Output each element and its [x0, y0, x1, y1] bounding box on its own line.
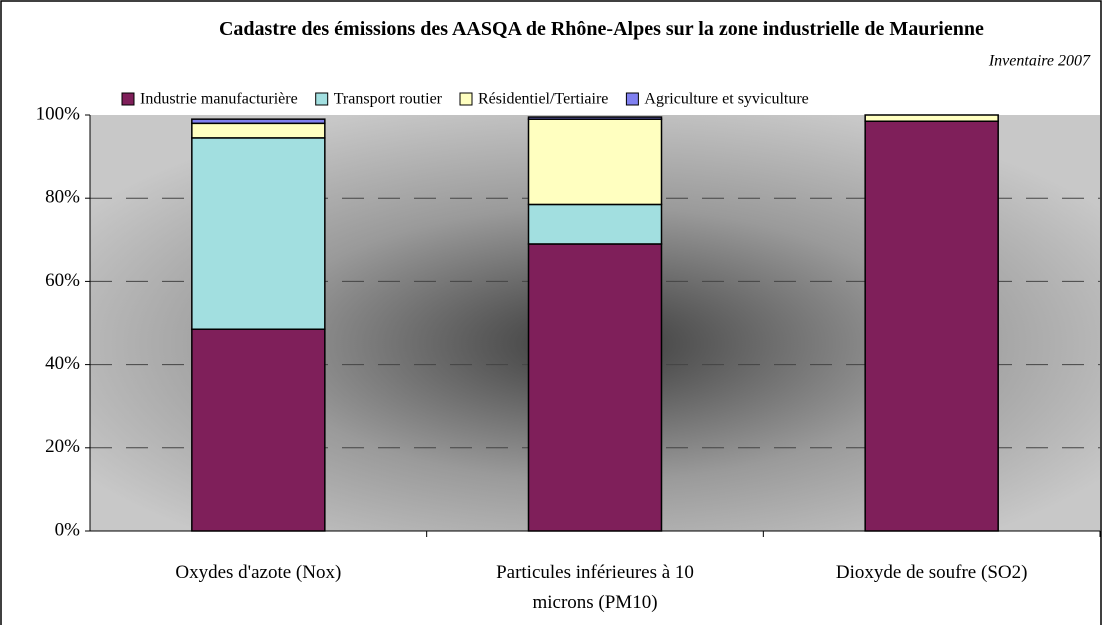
chart-title: Cadastre des émissions des AASQA de Rhôn… [219, 18, 984, 40]
bar-segment [864, 114, 999, 122]
legend-label: Transport routier [334, 91, 443, 108]
bar-segment [191, 328, 326, 532]
x-tick-label: Dioxyde de soufre (SO2) [836, 562, 1028, 583]
y-tick-label: 80% [45, 187, 80, 208]
bar-segment [191, 118, 326, 125]
y-tick-label: 20% [45, 436, 80, 457]
bar-segment [191, 122, 326, 139]
y-tick-label: 40% [45, 353, 80, 374]
x-tick-label: Particules inférieures à 10 microns (PM10… [496, 562, 694, 613]
y-tick-label: 100% [36, 103, 81, 124]
legend-swatch [459, 92, 473, 106]
legend-label: Industrie manufacturière [140, 91, 298, 108]
y-tick-label: 0% [55, 519, 81, 540]
legend-swatch [625, 92, 639, 106]
bar-segment [527, 203, 663, 245]
y-tick-label: 60% [45, 270, 80, 291]
legend-label: Agriculture et syviculture [644, 91, 808, 108]
bar-segment [527, 118, 663, 206]
bar-segment [864, 120, 999, 532]
legend-swatch [315, 92, 329, 106]
x-tick-label: Oxydes d'azote (Nox) [175, 562, 341, 583]
legend-label: Résidentiel/Tertiaire [478, 91, 608, 108]
legend-swatch [121, 92, 135, 106]
bar-segment [527, 116, 663, 120]
bar-segment [191, 137, 326, 330]
chart-subtitle: Inventaire 2007 [988, 53, 1091, 70]
bar-segment [527, 243, 663, 532]
